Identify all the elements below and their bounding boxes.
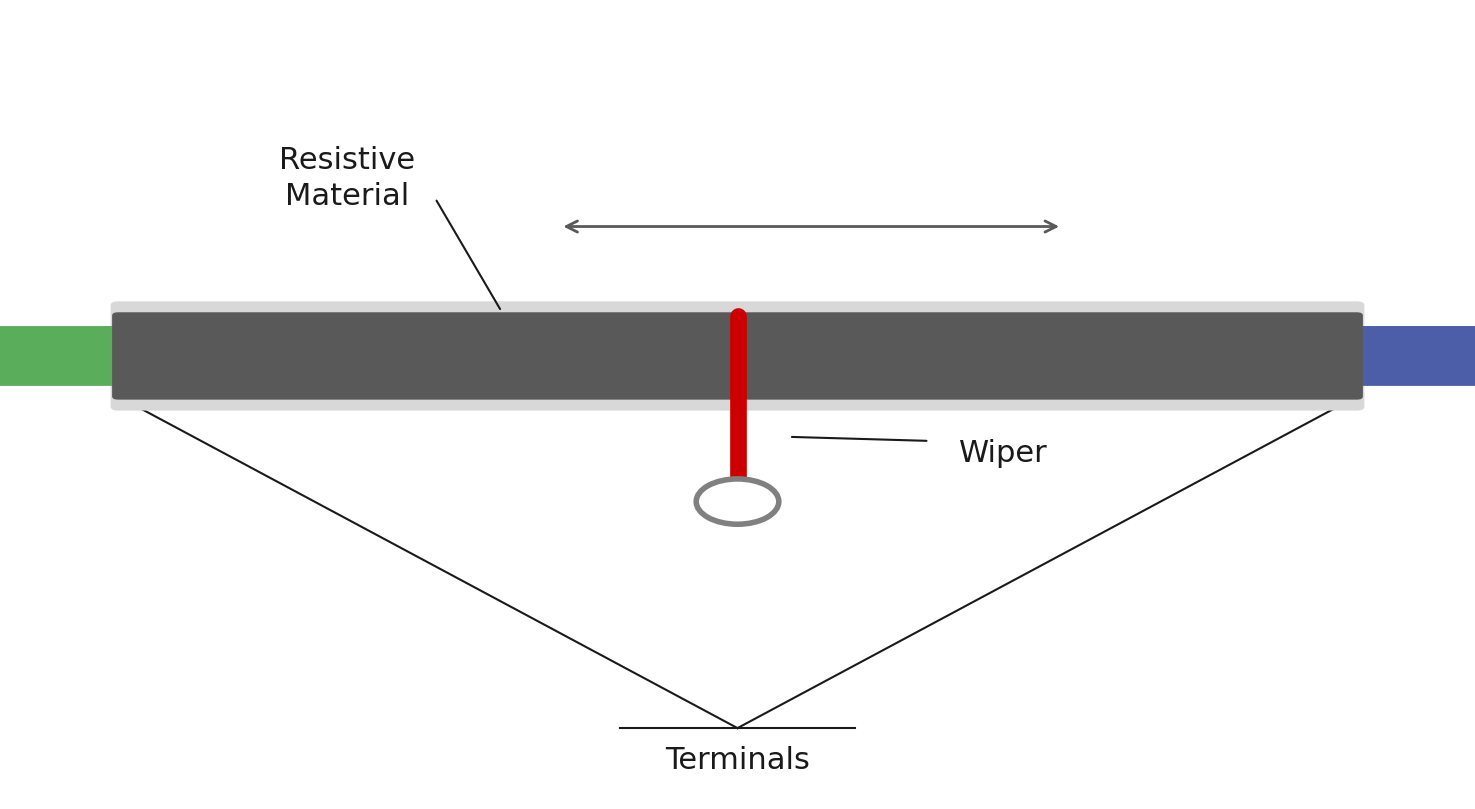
FancyBboxPatch shape bbox=[0, 326, 150, 386]
Text: Wiper: Wiper bbox=[959, 438, 1047, 468]
FancyBboxPatch shape bbox=[112, 312, 1363, 400]
FancyBboxPatch shape bbox=[111, 302, 1364, 411]
FancyBboxPatch shape bbox=[1325, 326, 1475, 386]
Text: Resistive
Material: Resistive Material bbox=[279, 146, 414, 210]
Circle shape bbox=[696, 479, 779, 524]
Text: Terminals: Terminals bbox=[665, 746, 810, 775]
